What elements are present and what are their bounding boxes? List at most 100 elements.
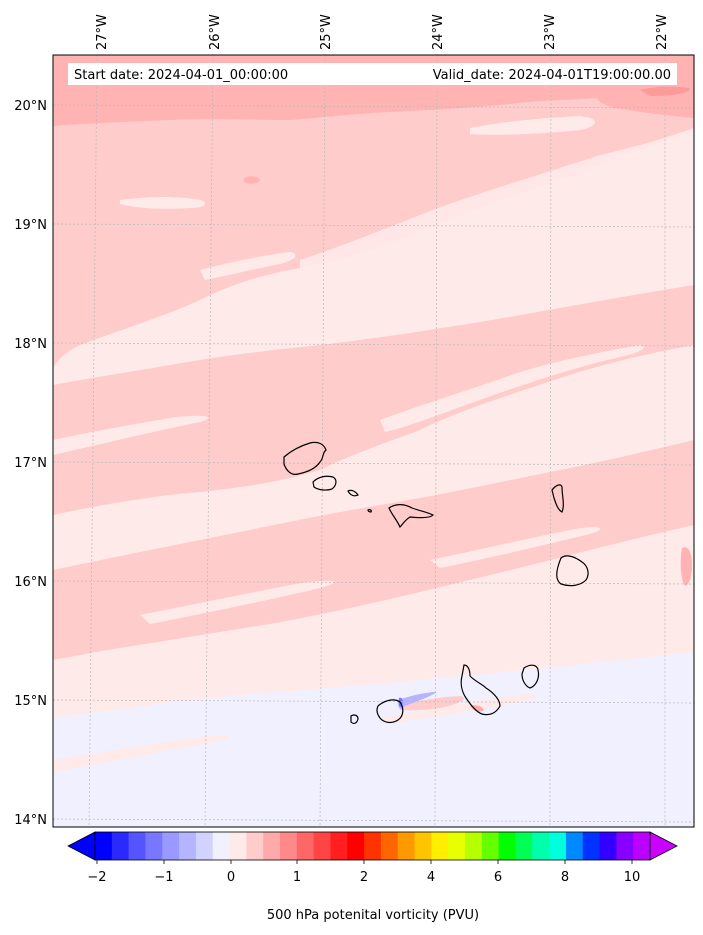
colorbar-tick-label: 10 xyxy=(624,870,641,885)
colorbar-ticks xyxy=(96,860,633,864)
island-sao-nicolau xyxy=(388,504,435,529)
colorbar-segment xyxy=(95,832,113,860)
pv-contour-middle-streak xyxy=(380,345,644,432)
colorbar-segment xyxy=(246,832,264,860)
pv-contour-lower-streak xyxy=(250,619,385,648)
colorbar-segment xyxy=(162,832,180,860)
colorbar-segment xyxy=(195,832,214,860)
colorbar-segment xyxy=(481,832,500,860)
lon-label: 23°W xyxy=(543,14,558,50)
colorbar-segment xyxy=(498,832,516,860)
colorbar-segment xyxy=(111,832,130,860)
lat-label: 17°N xyxy=(14,456,47,471)
longitude-labels: 27°W 26°W 25°W 24°W 23°W 22°W xyxy=(95,14,670,50)
pv-contour-upper-streak xyxy=(300,128,694,272)
colorbar-min-extend xyxy=(67,831,96,861)
colorbar-tick-label: 6 xyxy=(494,870,502,885)
colorbar-segment xyxy=(380,832,399,860)
island-maio xyxy=(521,664,540,689)
pv-contour-south-streak xyxy=(53,735,230,772)
pv-contour-positive-speck xyxy=(470,705,484,712)
colorbar-segment xyxy=(515,832,533,860)
colorbar-segment xyxy=(565,832,584,860)
colorbar-segment xyxy=(280,832,298,860)
colorbar-segment xyxy=(229,832,247,860)
pv-contour-top-blob xyxy=(279,90,341,117)
colorbar-segment xyxy=(616,832,634,860)
pv-contour-negative-streak xyxy=(398,692,437,710)
colorbar-tick-label: −1 xyxy=(154,870,173,885)
pv-contour-middle-streak xyxy=(53,415,209,455)
lat-label: 14°N xyxy=(14,813,47,828)
lat-label: 18°N xyxy=(14,337,47,352)
colorbar-tick-label: −2 xyxy=(87,870,106,885)
pv-contour-lower-streak xyxy=(430,527,601,568)
lon-label: 22°W xyxy=(655,14,670,50)
island-boa-vista xyxy=(556,555,589,587)
lat-label: 19°N xyxy=(14,218,47,233)
colorbar-segment xyxy=(582,832,600,860)
colorbar: −2 −1 0 1 2 4 6 8 10 500 hPa potenital v… xyxy=(67,831,678,923)
colorbar-title: 500 hPa potenital vorticity (PVU) xyxy=(267,908,479,923)
island-fogo xyxy=(376,699,404,724)
pv-contour-lower-streak xyxy=(140,580,335,624)
coastlines xyxy=(283,441,589,725)
pv-contour-middle-streak xyxy=(290,342,375,362)
island-brava xyxy=(350,714,359,725)
colorbar-segment xyxy=(145,832,163,860)
lon-label: 27°W xyxy=(95,14,110,50)
colorbar-segment xyxy=(549,832,567,860)
colorbar-tick-label: 4 xyxy=(427,870,435,885)
island-sao-vicente xyxy=(312,475,337,491)
colorbar-segment xyxy=(313,832,331,860)
colorbar-segment xyxy=(296,832,315,860)
colorbar-max-extend xyxy=(649,831,678,861)
colorbar-segment xyxy=(532,832,550,860)
date-header: Start date: 2024-04-01_00:00:00 Valid_da… xyxy=(68,63,677,85)
pv-contour-upper-streak xyxy=(200,252,296,280)
colorbar-segment xyxy=(179,832,197,860)
lon-label: 24°W xyxy=(431,14,446,50)
lon-label: 26°W xyxy=(208,14,223,50)
pv-contour-top-blob xyxy=(244,176,260,184)
pv-contour-south-streak xyxy=(400,696,464,711)
lon-label: 25°W xyxy=(319,14,334,50)
colorbar-segment xyxy=(347,832,365,860)
island-santa-luzia xyxy=(347,489,359,497)
colorbar-segment xyxy=(263,832,281,860)
pv-contour-upper-streak xyxy=(470,116,595,135)
valid-date-label: Valid_date: 2024-04-01T19:00:00.00 xyxy=(433,68,671,83)
lat-label: 15°N xyxy=(14,694,47,709)
colorbar-segment xyxy=(448,832,466,860)
colorbar-segment xyxy=(633,832,651,860)
date-header-background xyxy=(68,63,677,85)
colorbar-segments xyxy=(95,832,651,860)
colorbar-tick-label: 2 xyxy=(360,870,368,885)
colorbar-segment xyxy=(599,832,617,860)
pv-contour-upper-streak xyxy=(120,197,206,209)
map-frame xyxy=(52,54,695,828)
colorbar-segment xyxy=(128,832,146,860)
lat-label: 16°N xyxy=(14,575,47,590)
pv-contour-middle-band xyxy=(53,285,694,515)
colorbar-tick-label: 0 xyxy=(227,870,235,885)
colorbar-tick-label: 8 xyxy=(561,870,569,885)
graticule xyxy=(53,55,694,827)
colorbar-segment xyxy=(397,832,415,860)
colorbar-segment xyxy=(330,832,348,860)
colorbar-segment xyxy=(414,832,432,860)
colorbar-segment xyxy=(212,832,230,860)
island-branco xyxy=(367,509,372,513)
pv-contour-lower-blob xyxy=(680,547,692,586)
colorbar-frame xyxy=(94,831,651,861)
colorbar-tick-label: 1 xyxy=(293,870,301,885)
island-santiago xyxy=(460,664,501,716)
island-santo-antao xyxy=(283,441,327,475)
latitude-labels: 20°N 19°N 18°N 17°N 16°N 15°N 14°N xyxy=(14,99,47,828)
island-sal xyxy=(551,484,564,513)
start-date-label: Start date: 2024-04-01_00:00:00 xyxy=(74,68,288,83)
colorbar-segment xyxy=(465,832,483,860)
colorbar-segment xyxy=(364,832,382,860)
lat-label: 20°N xyxy=(14,99,47,114)
